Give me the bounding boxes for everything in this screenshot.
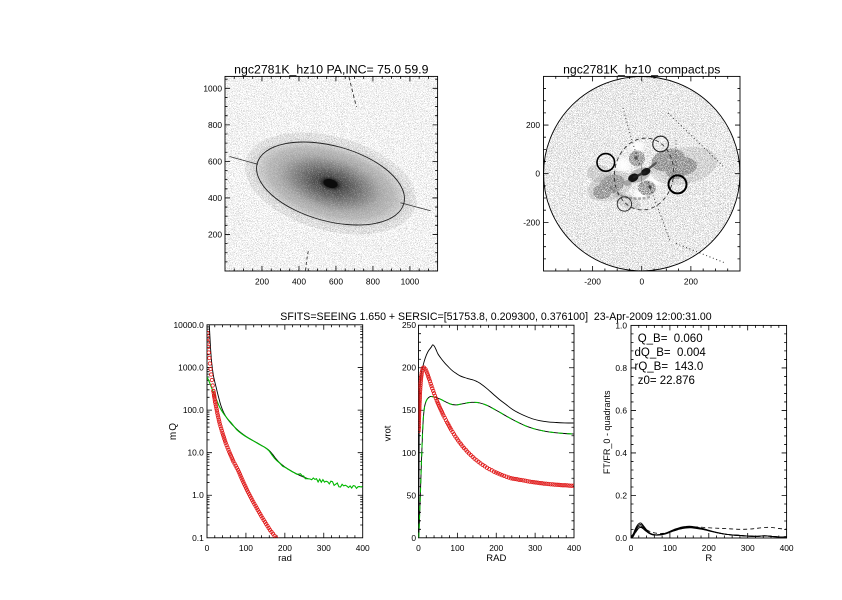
svg-text:200: 200	[702, 543, 716, 553]
svg-text:0: 0	[411, 533, 416, 543]
svg-text:400: 400	[292, 277, 306, 287]
svg-text:Q_B= 0.060: Q_B= 0.060	[635, 333, 703, 345]
svg-text:0: 0	[205, 543, 210, 553]
svg-text:200: 200	[489, 543, 503, 553]
svg-text:10.0: 10.0	[187, 448, 204, 458]
svg-text:ngc2781K_hz10_compact.ps: ngc2781K_hz10_compact.ps	[563, 63, 720, 77]
svg-text:z0= 22.876: z0= 22.876	[635, 375, 695, 387]
svg-text:200: 200	[526, 120, 540, 130]
svg-text:100: 100	[663, 543, 677, 553]
svg-text:300: 300	[528, 543, 542, 553]
svg-text:600: 600	[208, 156, 222, 166]
svg-text:100.0: 100.0	[183, 405, 204, 415]
svg-text:100: 100	[239, 543, 253, 553]
svg-text:100: 100	[450, 543, 464, 553]
svg-text:400: 400	[356, 543, 370, 553]
svg-text:FT/FR_0 - quadrants: FT/FR_0 - quadrants	[602, 390, 612, 474]
svg-text:1000: 1000	[401, 277, 420, 287]
svg-text:mQ: mQ	[168, 422, 179, 440]
svg-text:rQ_B= 143.0: rQ_B= 143.0	[635, 361, 704, 373]
svg-text:400: 400	[208, 193, 222, 203]
svg-text:0.2: 0.2	[615, 491, 627, 501]
svg-text:200: 200	[278, 543, 292, 553]
svg-text:0.1: 0.1	[192, 533, 204, 543]
svg-text:RAD: RAD	[486, 553, 506, 564]
svg-text:200: 200	[402, 363, 416, 373]
svg-text:rad: rad	[278, 553, 292, 564]
svg-text:200: 200	[208, 230, 222, 240]
svg-text:0.6: 0.6	[615, 405, 627, 415]
svg-text:300: 300	[741, 543, 755, 553]
svg-text:0.8: 0.8	[615, 363, 627, 373]
svg-text:0.0: 0.0	[615, 533, 627, 543]
svg-text:0: 0	[639, 277, 644, 287]
svg-text:800: 800	[208, 120, 222, 130]
svg-text:250: 250	[402, 320, 416, 330]
svg-text:0.4: 0.4	[615, 448, 627, 458]
svg-text:0: 0	[535, 169, 540, 179]
svg-text:100: 100	[402, 448, 416, 458]
svg-text:R: R	[705, 553, 712, 564]
svg-text:10000.0: 10000.0	[174, 320, 205, 330]
svg-text:1000: 1000	[203, 83, 222, 93]
svg-text:200: 200	[255, 277, 269, 287]
svg-text:800: 800	[366, 277, 380, 287]
svg-text:-200: -200	[523, 217, 540, 227]
svg-text:300: 300	[317, 543, 331, 553]
svg-text:0: 0	[416, 543, 421, 553]
svg-text:200: 200	[684, 277, 698, 287]
svg-text:0: 0	[629, 543, 634, 553]
svg-text:1000.0: 1000.0	[178, 363, 204, 373]
svg-text:dQ_B= 0.004: dQ_B= 0.004	[635, 347, 707, 359]
svg-text:400: 400	[780, 543, 794, 553]
svg-text:-200: -200	[584, 277, 601, 287]
svg-text:50: 50	[407, 490, 417, 500]
svg-text:1.0: 1.0	[615, 320, 627, 330]
svg-text:1.0: 1.0	[192, 490, 204, 500]
svg-text:600: 600	[329, 277, 343, 287]
svg-text:SFITS=SEEING 1.650 + SERSIC=[5: SFITS=SEEING 1.650 + SERSIC=[51753.8, 0.…	[280, 311, 712, 323]
svg-text:vrot: vrot	[383, 425, 394, 441]
svg-text:150: 150	[402, 405, 416, 415]
svg-text:ngc2781K_hz10 PA,INC= 75.0 59.: ngc2781K_hz10 PA,INC= 75.0 59.9	[234, 63, 428, 77]
svg-text:400: 400	[567, 543, 581, 553]
